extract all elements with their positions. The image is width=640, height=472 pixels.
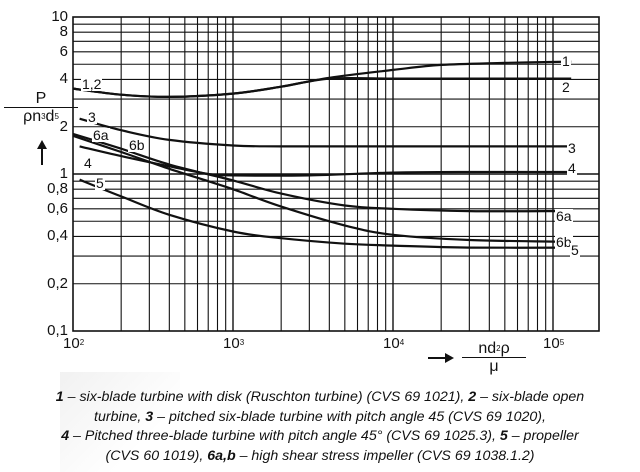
y-tick-label: 0,6	[47, 199, 68, 217]
curve-label: 4	[83, 155, 93, 171]
curve-label: 6b	[128, 137, 146, 153]
curve-label: 2	[561, 79, 571, 95]
y-tick-label: 8	[59, 23, 68, 41]
curve-4	[79, 145, 572, 177]
x-axis-title-denominator: μ	[489, 358, 499, 375]
x-axis-arrow-icon	[428, 353, 454, 363]
caption-line-1: 1 – six-blade turbine with disk (Ruschto…	[55, 389, 585, 405]
power-number-chart	[72, 16, 600, 332]
x-tick-label: 103	[223, 335, 245, 352]
y-axis-title: P ρn3d5	[4, 90, 78, 125]
curve-5	[79, 178, 577, 249]
caption-line-4: (CVS 60 1019), 6a,b – high shear stress …	[105, 447, 535, 464]
curves	[72, 60, 577, 249]
curve-label: 1	[561, 53, 571, 69]
grid-lines	[73, 17, 599, 331]
x-tick-label: 102	[63, 335, 85, 352]
x-axis-title-numerator: nd2ρ	[462, 340, 526, 358]
background-watermark	[60, 372, 180, 472]
figure-caption: 1 – six-blade turbine with disk (Ruschto…	[0, 388, 640, 466]
y-tick-label: 0,4	[47, 227, 68, 245]
y-tick-label: 4	[59, 70, 68, 88]
y-tick-label: 2	[59, 117, 68, 135]
curve-label: 3	[87, 109, 97, 125]
curve-label: 6a	[92, 127, 110, 143]
y-tick-label: 0,2	[47, 274, 68, 292]
curve-label: 1,2	[81, 76, 103, 92]
curve-3	[79, 117, 572, 148]
curve-6b	[72, 134, 566, 243]
curve-label: 5	[95, 175, 105, 191]
curve-label: 5	[570, 242, 580, 258]
curve-label: 6b	[555, 234, 573, 250]
y-axis-title-denominator: ρn3d5	[23, 108, 59, 125]
x-axis-title: nd2ρ μ	[462, 340, 526, 375]
y-tick-label: 1	[59, 165, 68, 182]
x-tick-label: 104	[383, 335, 405, 352]
plot-frame	[72, 16, 600, 332]
curve-label: 6a	[555, 208, 573, 224]
x-tick-label: 105	[543, 335, 565, 352]
caption-line-3: 4 – Pitched three-blade turbine with pit…	[61, 428, 579, 444]
y-axis-title-numerator: P	[4, 90, 78, 108]
y-tick-label: 6	[59, 42, 68, 60]
curve-label: 4	[567, 160, 577, 176]
curve-2	[72, 76, 572, 99]
y-tick-label: 0,1	[47, 322, 68, 339]
curve-6a	[72, 132, 566, 213]
curve-label: 3	[567, 140, 577, 156]
y-tick-label: 10	[51, 8, 68, 25]
y-axis-arrow-icon	[37, 140, 47, 165]
y-tick-label: 0,8	[47, 180, 68, 198]
caption-line-2: turbine, 3 – pitched six-blade turbine w…	[94, 408, 546, 425]
